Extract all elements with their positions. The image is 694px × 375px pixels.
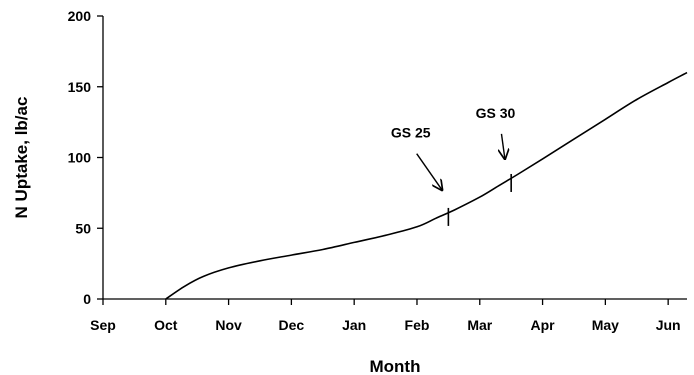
annotation-label: GS 30 [476, 105, 516, 121]
annotation-arrow [501, 133, 504, 159]
y-tick-label: 200 [68, 8, 92, 24]
annotation-label: GS 25 [391, 125, 431, 141]
x-tick-label: Apr [531, 317, 556, 333]
x-tick-label: Dec [279, 317, 305, 333]
y-tick-label: 100 [68, 150, 92, 166]
x-tick-label: May [592, 317, 619, 333]
x-tick-label: Mar [467, 317, 492, 333]
x-tick-label: Jun [656, 317, 681, 333]
y-axis-ticks: 0 50 100 150 200 [68, 8, 103, 307]
x-tick-label: Jan [342, 317, 366, 333]
n-uptake-line [165, 71, 688, 300]
x-axis-title: Month [370, 357, 421, 375]
x-tick-label: Oct [154, 317, 178, 333]
growth-stage-annotations: GS 25 GS 30 [391, 105, 516, 190]
growth-stage-marks [447, 173, 512, 226]
y-tick-label: 50 [75, 220, 91, 236]
y-tick-label: 0 [83, 291, 91, 307]
x-tick-label: Sep [90, 317, 116, 333]
axes [102, 16, 687, 300]
x-tick-label: Nov [215, 317, 242, 333]
x-tick-label: Feb [405, 317, 430, 333]
y-tick-label: 150 [68, 79, 92, 95]
y-axis-title: N Uptake, lb/ac [12, 97, 31, 219]
annotation-arrow [416, 153, 442, 190]
x-axis-ticks: Sep Oct Nov Dec Jan Feb Mar Apr May Jun [90, 299, 681, 333]
